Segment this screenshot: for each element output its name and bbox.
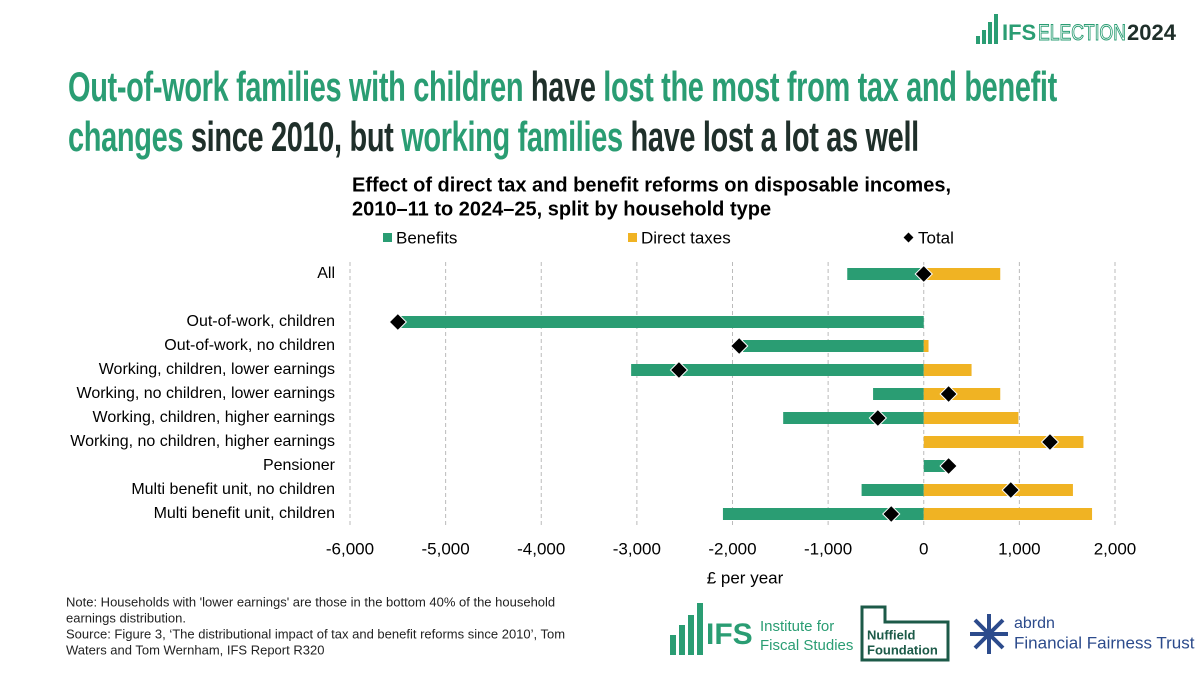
y-tick-label: Working, children, lower earnings bbox=[99, 361, 335, 378]
bar-segment bbox=[397, 316, 924, 328]
legend-label: Direct taxes bbox=[641, 228, 731, 247]
headline-segment: changes bbox=[68, 113, 184, 160]
x-tick-label: -6,000 bbox=[326, 539, 374, 558]
bar-segment bbox=[923, 460, 948, 472]
total-marker bbox=[1001, 480, 1020, 500]
abrdn-text: Financial Fairness Trust bbox=[1014, 633, 1195, 652]
headline-segment: lost the most from tax and benefit bbox=[603, 63, 1057, 110]
bar-segment bbox=[873, 388, 924, 400]
x-tick-label: 0 bbox=[919, 539, 928, 558]
brand-election: ELECTION bbox=[1038, 21, 1126, 45]
legend-label: Benefits bbox=[396, 228, 457, 247]
total-marker bbox=[388, 312, 408, 332]
bar-segment bbox=[861, 484, 924, 496]
bar-segment bbox=[847, 268, 924, 280]
x-axis-label: £ per year bbox=[707, 568, 784, 587]
bar-segment bbox=[923, 340, 929, 352]
abrdn-text: abrdn bbox=[1014, 615, 1055, 632]
total-marker bbox=[868, 408, 888, 428]
total-marker bbox=[939, 384, 958, 404]
headline-segment: working families bbox=[401, 113, 623, 160]
total-marker bbox=[914, 264, 933, 284]
brand-ifs: IFS bbox=[1002, 20, 1036, 45]
note-line: Note: Households with 'lower earnings' a… bbox=[66, 594, 555, 609]
total-marker bbox=[669, 360, 689, 380]
brand-icon bbox=[976, 14, 998, 44]
headline-segment: since 2010, but bbox=[183, 113, 402, 160]
x-tick-label: -1,000 bbox=[804, 539, 852, 558]
note-line: Waters and Tom Wernham, IFS Report R320 bbox=[66, 642, 324, 657]
y-tick-label: Out-of-work, no children bbox=[164, 337, 335, 354]
ifs-logo-text: Fiscal Studies bbox=[760, 637, 853, 654]
nuffield-text: Foundation bbox=[867, 642, 938, 657]
legend-swatch bbox=[628, 233, 637, 242]
chart-title: 2010–11 to 2024–25, split by household t… bbox=[352, 198, 771, 220]
legend-swatch bbox=[383, 233, 392, 242]
legend-label: Total bbox=[918, 228, 954, 247]
headline: Out-of-work families with children have … bbox=[68, 62, 1103, 162]
y-tick-label: Out-of-work, children bbox=[187, 313, 336, 330]
note-line: Source: Figure 3, ‘The distributional im… bbox=[66, 626, 565, 641]
bar-segment bbox=[923, 412, 1019, 424]
bar-segment bbox=[722, 508, 924, 520]
ifs-logo-text: IFS bbox=[706, 618, 753, 651]
x-tick-label: -5,000 bbox=[422, 539, 470, 558]
total-marker bbox=[730, 336, 749, 356]
y-tick-label: Multi benefit unit, children bbox=[154, 505, 335, 522]
bar-segment bbox=[743, 340, 924, 352]
y-tick-label: Working, no children, lower earnings bbox=[77, 385, 336, 402]
headline-segment: Out-of-work families with children bbox=[68, 63, 524, 110]
note-line: earnings distribution. bbox=[66, 610, 186, 625]
total-marker bbox=[1040, 432, 1060, 452]
bar-segment bbox=[631, 364, 924, 376]
x-tick-label: -3,000 bbox=[613, 539, 661, 558]
bar-segment bbox=[923, 268, 1001, 280]
footnote: Note: Households with 'lower earnings' a… bbox=[66, 594, 565, 657]
bar-segment bbox=[923, 484, 1073, 496]
ifs-logo: IFS Institute for Fiscal Studies bbox=[670, 603, 853, 655]
total-marker bbox=[939, 456, 958, 476]
bar-segment bbox=[783, 412, 924, 424]
bar-segment bbox=[923, 436, 1084, 448]
abrdn-logo: abrdn Financial Fairness Trust bbox=[970, 614, 1195, 654]
headline-segment: have lost a lot as well bbox=[622, 113, 919, 160]
ifs-logo-text: Institute for bbox=[760, 618, 834, 635]
nuffield-text: Nuffield bbox=[867, 627, 915, 642]
y-tick-label: Pensioner bbox=[263, 457, 336, 474]
bar-segment bbox=[923, 364, 972, 376]
nuffield-logo: Nuffield Foundation bbox=[860, 605, 950, 662]
x-tick-label: 1,000 bbox=[998, 539, 1041, 558]
y-tick-label: Working, children, higher earnings bbox=[93, 409, 336, 426]
total-marker bbox=[882, 504, 901, 524]
y-tick-label: Working, no children, higher earnings bbox=[70, 433, 335, 450]
y-tick-label: Multi benefit unit, no children bbox=[131, 481, 335, 498]
bar-segment bbox=[923, 388, 1001, 400]
brand-year: 2024 bbox=[1127, 20, 1177, 45]
bar-segment bbox=[923, 508, 1093, 520]
x-tick-label: 2,000 bbox=[1094, 539, 1137, 558]
x-tick-label: -4,000 bbox=[517, 539, 565, 558]
y-tick-label: All bbox=[317, 265, 335, 282]
headline-segment: have bbox=[523, 63, 604, 110]
headline-line: Out-of-work families with children have … bbox=[68, 62, 1103, 112]
legend-swatch bbox=[903, 232, 914, 243]
headline-line: changes since 2010, but working families… bbox=[68, 112, 1103, 162]
x-tick-label: -2,000 bbox=[708, 539, 756, 558]
chart-title: Effect of direct tax and benefit reforms… bbox=[352, 174, 951, 196]
